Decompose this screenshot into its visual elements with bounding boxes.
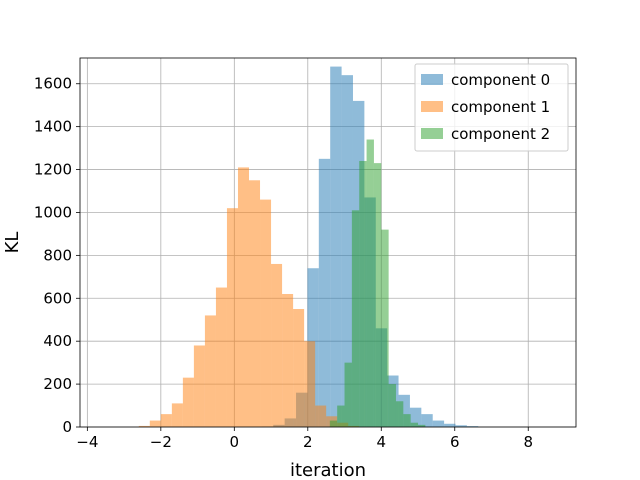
legend-swatch [421,128,443,139]
histogram-bar [260,199,272,427]
histogram-bar [226,208,238,427]
legend-box [414,63,569,152]
histogram-bar [293,309,305,427]
legend-entry-label: component 1 [451,98,550,116]
y-tick-label: 1400 [34,118,72,136]
plot-frame [79,57,577,428]
x-tick-label: 6 [450,433,460,451]
series-2-bars [329,139,426,428]
x-tick-label: 8 [523,433,533,451]
legend-swatch [421,101,443,112]
histogram-bar [193,345,205,427]
y-tick-label: 1600 [34,75,72,93]
histogram-bar [271,263,283,427]
x-tick-label: 0 [230,433,240,451]
histogram-bar [341,75,353,428]
histogram-bar [359,160,367,427]
histogram-bar [388,384,396,427]
legend: component 0 component 1 component 2 [414,63,569,152]
histogram-bar [444,423,456,427]
histogram-bar [373,163,382,428]
y-axis-label: KL [2,232,23,254]
histogram-bar [409,407,422,427]
histogram-bar [329,420,338,427]
legend-entry-label: component 2 [451,125,550,143]
legend-swatch [421,74,443,85]
histogram-bar [337,405,345,427]
histogram-bar [171,403,183,427]
histogram-bar [204,315,216,427]
histogram-bar [215,287,227,427]
histogram-bar [455,425,467,427]
y-tick-label: 200 [43,375,72,393]
histogram-bar [315,405,327,427]
histogram-bar [421,414,433,427]
histogram-bar [381,229,389,427]
legend-entry-label: component 0 [451,71,550,89]
histogram-bar [395,401,404,427]
histogram-bar [304,341,316,427]
histogram-bar [344,362,352,427]
histogram-bar [466,426,479,427]
axis-ticks: −4 −2 0 2 4 6 8 0 200 400 600 800 1000 1200 1400 1600 [34,75,533,451]
histogram-bar [237,167,250,428]
histogram-bar [282,293,294,427]
y-tick-label: 0 [62,418,72,436]
histogram-bar [249,180,261,427]
histogram-bar [432,420,445,427]
x-tick-label: 4 [377,433,387,451]
histogram-bar [403,414,411,427]
histogram-bar [366,139,374,427]
y-tick-label: 600 [43,289,72,307]
histogram-bar [410,422,419,427]
series-1-bars [138,167,360,428]
x-tick-label: −4 [76,433,98,451]
y-tick-label: 1000 [34,203,72,221]
histogram-bar [160,414,172,427]
y-tick-label: 800 [43,246,72,264]
histogram-bar [418,424,426,427]
histogram-bar [182,377,194,427]
x-tick-label: 2 [303,433,313,451]
histogram-bar [318,158,331,427]
histogram-bar [149,420,161,427]
y-tick-label: 400 [43,332,72,350]
x-axis-label: iteration [290,460,366,480]
histogram-bar [138,425,150,427]
histogram-bar [351,210,360,427]
histogram-bars [138,66,479,428]
histogram-bar [330,66,342,428]
y-tick-label: 1200 [34,161,72,179]
x-tick-label: −2 [150,433,172,451]
histogram-bar [398,394,410,427]
